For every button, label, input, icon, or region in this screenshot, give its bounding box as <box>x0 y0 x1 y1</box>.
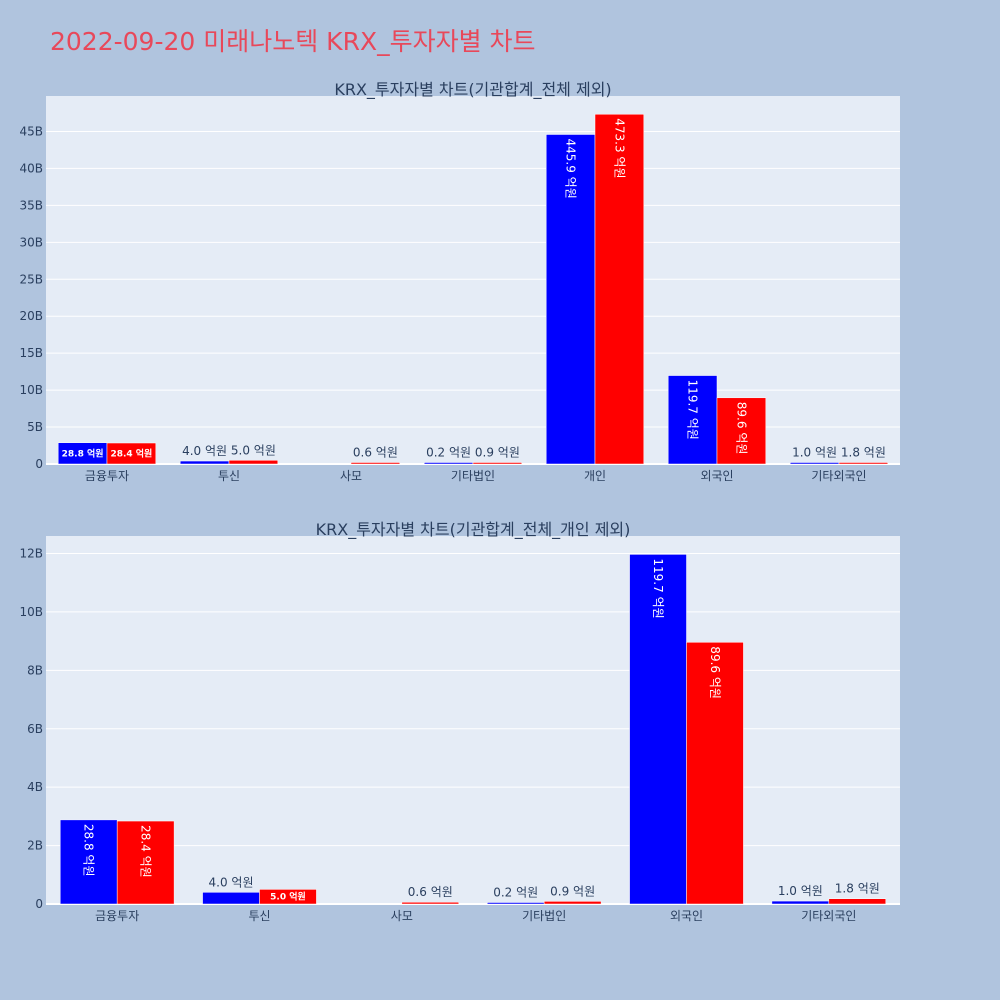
bar-value-label: 89.6 억원 <box>734 402 748 455</box>
y-tick-label: 40B <box>19 161 43 175</box>
bar <box>106 442 157 465</box>
y-tick-label: 45B <box>19 124 43 138</box>
bar <box>594 114 645 465</box>
y-tick-label: 35B <box>19 198 43 212</box>
bar <box>350 462 401 465</box>
y-tick-label: 2B <box>27 839 43 853</box>
x-tick-label: 기타법인 <box>522 909 566 923</box>
x-tick-label: 사모 <box>340 469 362 483</box>
chart-krx-excl-institution: 0 5B 10B 15B 20B 25B 30B 35B 40B 45B KRX_투자자별 차트(기… <box>19 80 900 483</box>
bar <box>401 901 460 905</box>
y-tick-label: 25B <box>19 272 43 286</box>
x-tick-label: 기타법인 <box>451 469 495 483</box>
bar-value-label: 28.8 억원 <box>62 447 104 459</box>
x-tick-label: 기타외국인 <box>811 469 866 483</box>
bar-value-label: 0.9 억원 <box>550 884 595 898</box>
bar-value-label: 4.0 억원 <box>209 875 254 889</box>
bar-value-label: 1.8 억원 <box>841 446 886 460</box>
bar-value-label: 473.3 억원 <box>612 118 626 178</box>
x-tick-label: 사모 <box>391 909 413 923</box>
bar-value-label: 1.8 억원 <box>835 882 880 896</box>
bar-value-label: 1.0 억원 <box>778 884 823 898</box>
bar <box>228 460 279 465</box>
bar-value-label: 0.6 억원 <box>408 885 453 899</box>
y-tick-label: 6B <box>27 722 43 736</box>
bar <box>472 462 523 465</box>
x-tick-label: 금융투자 <box>95 909 139 923</box>
bar-value-label: 4.0 억원 <box>182 444 227 458</box>
bar <box>545 134 596 465</box>
bar-value-label: 5.0 억원 <box>270 891 306 903</box>
page-title: 2022-09-20 미래나노텍 KRX_투자자별 차트 <box>50 27 536 56</box>
bar <box>838 462 889 465</box>
bar <box>828 898 887 905</box>
x-tick-label: 외국인 <box>670 909 703 923</box>
y-tick-label: 5B <box>27 420 43 434</box>
bar <box>259 889 317 905</box>
chart-title: KRX_투자자별 차트(기관합계_전체 제외) <box>334 80 611 100</box>
chart-title: KRX_투자자별 차트(기관합계_전체_개인 제외) <box>316 520 631 540</box>
bar <box>116 820 175 905</box>
x-tick-label: 외국인 <box>700 469 733 483</box>
x-tick-label: 투신 <box>248 909 270 923</box>
bar-value-label: 0.6 억원 <box>353 446 398 460</box>
x-tick-label: 투신 <box>218 469 240 483</box>
y-tick-label: 10B <box>19 383 43 397</box>
bar-value-label: 28.8 억원 <box>82 824 96 877</box>
y-tick-label: 8B <box>27 663 43 677</box>
bar <box>486 902 545 905</box>
bar <box>667 375 718 465</box>
bar-value-label: 28.4 억원 <box>139 825 153 878</box>
bar-value-label: 1.0 억원 <box>792 446 837 460</box>
y-tick-label: 4B <box>27 780 43 794</box>
bar-value-label: 0.2 억원 <box>493 886 538 900</box>
y-tick-label: 0 <box>35 457 43 471</box>
bar <box>716 397 767 465</box>
y-tick-label: 10B <box>19 605 43 619</box>
bar <box>629 554 687 905</box>
bar-value-label: 0.9 억원 <box>475 446 520 460</box>
x-tick-label: 개인 <box>584 469 606 483</box>
bar-value-label: 119.7 억원 <box>686 380 700 440</box>
y-tick-label: 15B <box>19 346 43 360</box>
plot-area <box>46 536 900 904</box>
bar <box>543 901 602 905</box>
y-tick-label: 12B <box>19 547 43 561</box>
bar <box>202 892 260 905</box>
bar <box>59 819 118 905</box>
bar-value-label: 28.4 억원 <box>110 448 152 460</box>
y-tick-label: 30B <box>19 235 43 249</box>
x-tick-label: 금융투자 <box>85 469 129 483</box>
x-tick-label: 기타외국인 <box>801 909 856 923</box>
bar-value-label: 0.2 억원 <box>426 446 471 460</box>
bar <box>686 642 744 905</box>
bar-value-label: 119.7 억원 <box>651 558 665 618</box>
y-tick-label: 20B <box>19 309 43 323</box>
bar-value-label: 89.6 억원 <box>708 646 722 699</box>
bar-value-label: 5.0 억원 <box>231 443 276 457</box>
bar-value-label: 445.9 억원 <box>564 138 578 198</box>
bar <box>771 900 830 905</box>
y-tick-label: 0 <box>35 897 43 911</box>
